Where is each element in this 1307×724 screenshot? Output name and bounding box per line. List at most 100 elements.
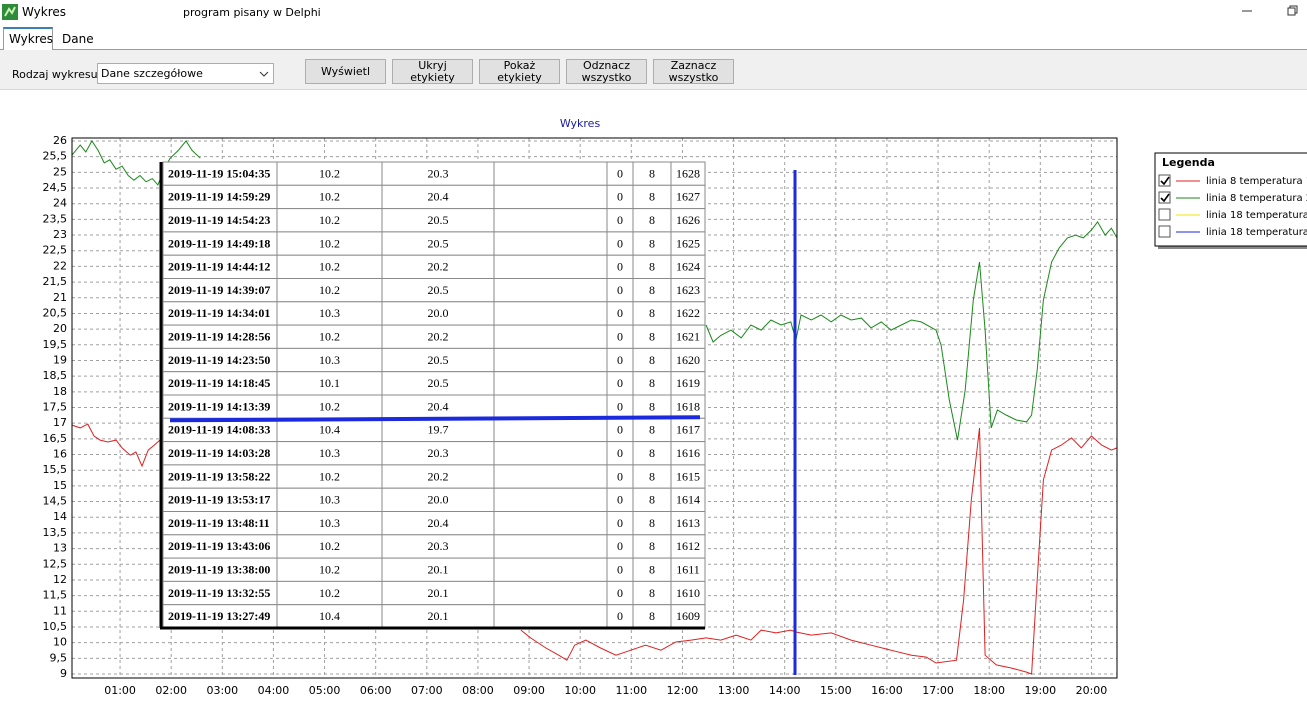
table-text: 1626 bbox=[676, 213, 700, 227]
y-tick-label: 12,5 bbox=[43, 557, 68, 570]
table-text: 2019-11-19 14:23:50 bbox=[168, 353, 270, 367]
legend-title: Legenda bbox=[1162, 156, 1215, 169]
table-text: 8 bbox=[649, 190, 655, 204]
legend-checkbox bbox=[1158, 225, 1171, 238]
table-text: 1622 bbox=[676, 306, 700, 320]
table-cell bbox=[493, 417, 608, 443]
y-tick-label: 17 bbox=[53, 416, 67, 429]
y-tick-label: 21 bbox=[53, 291, 67, 304]
tab-strip: Wykres Dane bbox=[0, 26, 1307, 51]
table-text: 8 bbox=[649, 166, 655, 180]
legend-checkmark bbox=[1160, 193, 1170, 203]
table-text: 0 bbox=[617, 539, 623, 553]
data-line bbox=[71, 423, 1118, 675]
table-text: 8 bbox=[649, 306, 655, 320]
minimize-button[interactable] bbox=[1240, 4, 1254, 18]
table-text: 10.1 bbox=[319, 376, 340, 390]
table-text: 8 bbox=[649, 376, 655, 390]
table-text: 20.5 bbox=[428, 353, 449, 367]
y-tick-label: 18,5 bbox=[43, 369, 68, 382]
table-text: 10.3 bbox=[319, 306, 340, 320]
y-tick-label: 26 bbox=[53, 134, 67, 147]
table-text: 8 bbox=[649, 399, 655, 413]
tab[interactable]: Dane bbox=[62, 32, 94, 46]
y-tick-label: 25 bbox=[53, 165, 67, 178]
x-tick-label: 15:00 bbox=[820, 684, 852, 697]
table-text: 0 bbox=[617, 260, 623, 274]
button[interactable]: Pokaż etykiety bbox=[479, 59, 560, 84]
x-tick-label: 11:00 bbox=[615, 684, 647, 697]
table-text: 19.7 bbox=[428, 423, 449, 437]
button[interactable]: Zaznacz wszystko bbox=[653, 59, 734, 84]
table-text: 1619 bbox=[676, 376, 700, 390]
table-text: 2019-11-19 14:44:12 bbox=[168, 260, 270, 274]
table-text: 2019-11-19 14:18:45 bbox=[168, 376, 270, 390]
y-tick-label: 14 bbox=[53, 510, 67, 523]
x-tick-label: 08:00 bbox=[462, 684, 494, 697]
button[interactable]: Wyświetl bbox=[305, 59, 386, 84]
table-text: 10.3 bbox=[319, 446, 340, 460]
table-text: 0 bbox=[617, 353, 623, 367]
x-tick-label: 16:00 bbox=[871, 684, 903, 697]
table-text: 2019-11-19 14:39:07 bbox=[168, 283, 270, 297]
window-subtitle: program pisany w Delphi bbox=[183, 6, 321, 19]
table-text: 20.0 bbox=[428, 306, 449, 320]
y-tick-label: 23,5 bbox=[43, 212, 68, 225]
x-tick-label: 10:00 bbox=[564, 684, 596, 697]
table-text: 2019-11-19 14:28:56 bbox=[168, 330, 270, 344]
table-cell bbox=[493, 184, 608, 210]
table-cell bbox=[493, 161, 608, 186]
table-cell bbox=[493, 347, 608, 373]
x-tick-label: 05:00 bbox=[309, 684, 341, 697]
table-text: 10.2 bbox=[319, 260, 340, 274]
button[interactable]: Odznacz wszystko bbox=[566, 59, 647, 84]
table-text: 20.5 bbox=[428, 213, 449, 227]
table-cell bbox=[493, 534, 608, 559]
table-text: 0 bbox=[617, 376, 623, 390]
table-text: 2019-11-19 14:49:18 bbox=[168, 236, 270, 250]
table-cell bbox=[493, 324, 608, 349]
table-text: 2019-11-19 13:58:22 bbox=[168, 469, 270, 483]
table-text: 8 bbox=[649, 353, 655, 367]
table-cell bbox=[493, 464, 608, 489]
table-text: 8 bbox=[649, 260, 655, 274]
table-text: 2019-11-19 14:54:23 bbox=[168, 213, 270, 227]
table-text: 20.1 bbox=[428, 563, 449, 577]
y-tick-label: 9 bbox=[60, 667, 67, 680]
table-text: 8 bbox=[649, 516, 655, 530]
legend-checkbox bbox=[1158, 174, 1171, 187]
dropdown-arrow bbox=[259, 71, 269, 77]
tab[interactable]: Wykres bbox=[3, 27, 53, 51]
legend-label: linia 8 temperatura 2 bbox=[1206, 193, 1307, 204]
table-text: 8 bbox=[649, 469, 655, 483]
y-tick-label: 24,5 bbox=[43, 181, 68, 194]
table-text: 10.2 bbox=[319, 283, 340, 297]
table-text: 1616 bbox=[676, 446, 700, 460]
restore-button[interactable] bbox=[1286, 4, 1300, 18]
table-cell bbox=[493, 394, 608, 419]
table-text: 8 bbox=[649, 609, 655, 623]
y-tick-label: 11,5 bbox=[43, 589, 68, 602]
legend-checkbox bbox=[1158, 191, 1171, 204]
table-text: 10.2 bbox=[319, 236, 340, 250]
plot-frame bbox=[71, 137, 1118, 679]
y-tick-label: 20 bbox=[53, 322, 67, 335]
y-tick-label: 25,5 bbox=[43, 150, 68, 163]
table-text: 0 bbox=[617, 190, 623, 204]
table-text: 1620 bbox=[676, 353, 700, 367]
y-tick-label: 18 bbox=[53, 385, 67, 398]
y-tick-label: 22 bbox=[53, 259, 67, 272]
button[interactable]: Ukryj etykiety bbox=[392, 59, 473, 84]
x-tick-label: 04:00 bbox=[258, 684, 290, 697]
x-tick-label: 09:00 bbox=[513, 684, 545, 697]
toolbar: Rodzaj wykresu: Dane szczegółowe Wyświet… bbox=[0, 50, 1307, 90]
legend-box bbox=[1154, 152, 1307, 247]
table-text: 0 bbox=[617, 399, 623, 413]
y-tick-label: 23 bbox=[53, 228, 67, 241]
table-text: 1611 bbox=[676, 563, 700, 577]
table-text: 1624 bbox=[676, 260, 700, 274]
table-text: 0 bbox=[617, 469, 623, 483]
chart-title: Wykres bbox=[560, 117, 601, 130]
chart-type-select[interactable]: Dane szczegółowe bbox=[97, 63, 274, 84]
y-tick-label: 21,5 bbox=[43, 275, 68, 288]
